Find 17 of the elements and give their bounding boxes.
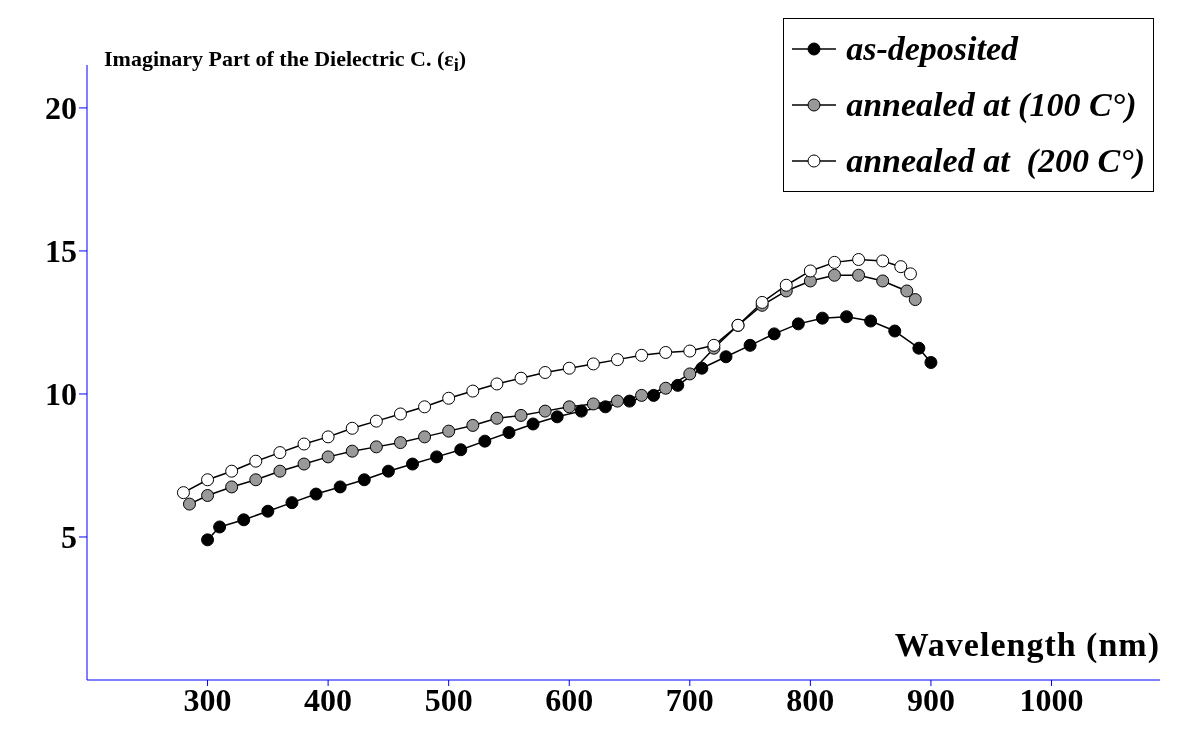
- x-tick-label: 500: [424, 681, 473, 718]
- legend-label: as-deposited: [846, 30, 1019, 67]
- x-tick-label: 400: [304, 681, 353, 718]
- y-tick-label: 15: [45, 233, 77, 270]
- x-tick-label: 1000: [1019, 681, 1084, 718]
- x-tick-label: 300: [183, 681, 232, 718]
- legend-label: annealed at (100 C°): [846, 86, 1137, 123]
- y-axis-title: Imaginary Part of the Dielectric C. (ε$_{i}$): [104, 46, 467, 76]
- x-axis-title: Wavelength (nm): [894, 626, 1160, 663]
- y-tick-label: 5: [61, 519, 77, 556]
- x-tick-label: 800: [786, 681, 835, 718]
- y-tick-label: 10: [45, 376, 77, 413]
- x-tick-label: 600: [545, 681, 594, 718]
- x-tick-label: 700: [665, 681, 714, 718]
- x-tick-label: 900: [906, 681, 955, 718]
- y-tick-label: 20: [45, 90, 77, 127]
- legend-label: annealed at (200 C°): [846, 142, 1145, 179]
